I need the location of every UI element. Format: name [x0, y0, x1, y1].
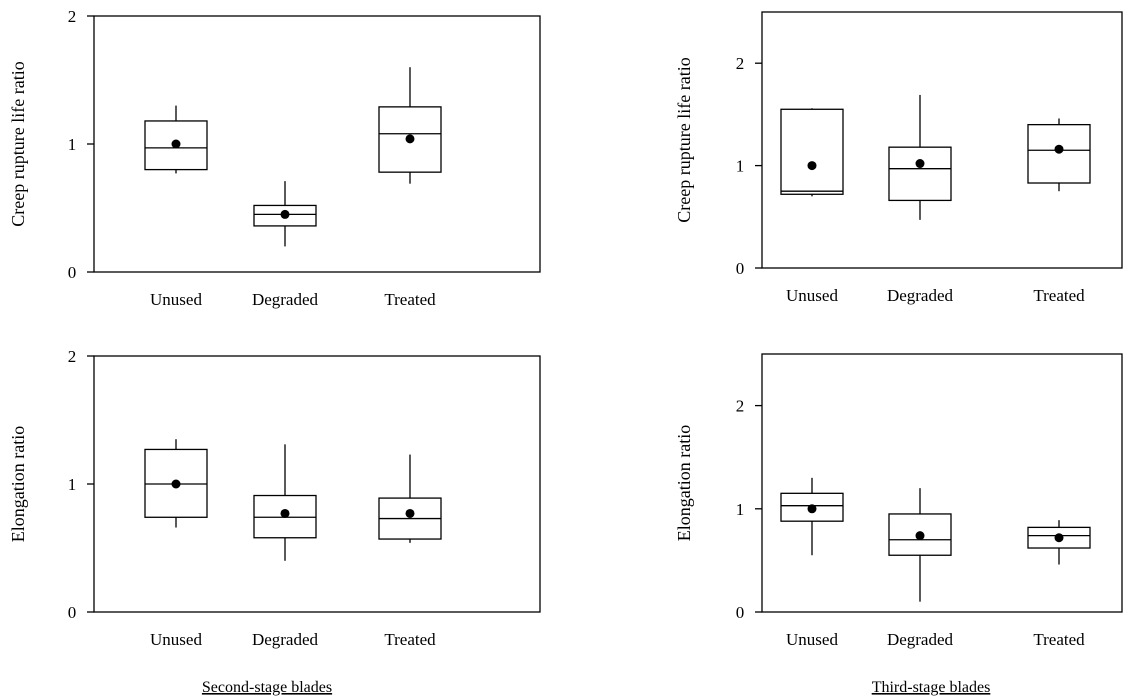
x-category-label: Unused [786, 286, 838, 305]
y-tick-label: 2 [68, 347, 77, 366]
box-unused [144, 105, 208, 174]
panel-elongation-third-stage: 0 1 2 Elongation ratio Unused Degraded Treated [674, 353, 1123, 649]
y-tick-label: 1 [736, 500, 745, 519]
y-tick-label: 0 [68, 603, 77, 622]
mean-point [280, 508, 290, 518]
mean-point [1054, 144, 1064, 154]
plot-frame [761, 11, 1123, 269]
box-treated [1027, 118, 1091, 192]
x-category-label: Degraded [887, 286, 954, 305]
mean-point [915, 531, 925, 541]
box-unused [780, 108, 844, 197]
y-axis-label: Elongation ratio [674, 425, 694, 541]
panel-creep-second-stage: 0 1 2 Creep rupture life ratio Unused Degrade… [8, 7, 541, 309]
x-category-label: Unused [786, 630, 838, 649]
x-category-label: Treated [384, 630, 436, 649]
x-category-label: Treated [1033, 286, 1085, 305]
y-tick-label: 0 [68, 263, 77, 282]
y-tick-label: 0 [736, 603, 745, 622]
mean-point [405, 134, 415, 144]
y-tick-label: 2 [68, 7, 77, 26]
x-category-label: Degraded [887, 630, 954, 649]
box-degraded [888, 488, 952, 602]
y-axis-label: Creep rupture life ratio [674, 57, 694, 222]
x-category-label: Treated [1033, 630, 1085, 649]
box-degraded [253, 181, 317, 247]
mean-point [171, 139, 181, 149]
iqr-box [1027, 526, 1091, 549]
mean-point [915, 159, 925, 169]
x-category-label: Unused [150, 290, 202, 309]
box-unused [780, 477, 844, 556]
caption-third-stage: Third-stage blades [872, 679, 991, 696]
y-tick-label: 1 [68, 475, 77, 494]
box-treated [378, 67, 442, 184]
mean-point [807, 504, 817, 514]
y-tick-label: 0 [736, 259, 745, 278]
iqr-box [144, 120, 208, 171]
panel-creep-third-stage: 0 1 2 Creep rupture life ratio Unused Degrade… [674, 11, 1123, 305]
iqr-box [888, 146, 952, 202]
mean-point [405, 508, 415, 518]
box-treated [1027, 520, 1091, 565]
caption-second-stage: Second-stage blades [202, 679, 332, 696]
iqr-box [888, 513, 952, 556]
y-tick-label: 2 [736, 54, 745, 73]
iqr-box [780, 108, 844, 195]
iqr-box [253, 204, 317, 227]
mean-point [280, 209, 290, 219]
box-treated [378, 454, 442, 543]
y-axis-label: Elongation ratio [8, 426, 28, 542]
box-degraded [253, 444, 317, 561]
iqr-box [1027, 123, 1091, 184]
y-tick-label: 1 [736, 157, 745, 176]
box-degraded [888, 94, 952, 220]
x-category-label: Degraded [252, 290, 319, 309]
x-category-label: Treated [384, 290, 436, 309]
box-unused [144, 439, 208, 528]
y-tick-label: 2 [736, 397, 745, 416]
x-category-label: Degraded [252, 630, 319, 649]
y-tick-label: 1 [68, 135, 77, 154]
x-category-label: Unused [150, 630, 202, 649]
mean-point [171, 479, 181, 489]
plot-frame [93, 15, 541, 273]
y-axis-label: Creep rupture life ratio [8, 61, 28, 226]
mean-point [1054, 533, 1064, 543]
iqr-box [780, 492, 844, 522]
plot-frame [761, 353, 1123, 613]
panel-elongation-second-stage: 0 1 2 Elongation ratio Unused Degraded Treated [8, 347, 541, 649]
iqr-box [378, 106, 442, 173]
mean-point [807, 161, 817, 171]
